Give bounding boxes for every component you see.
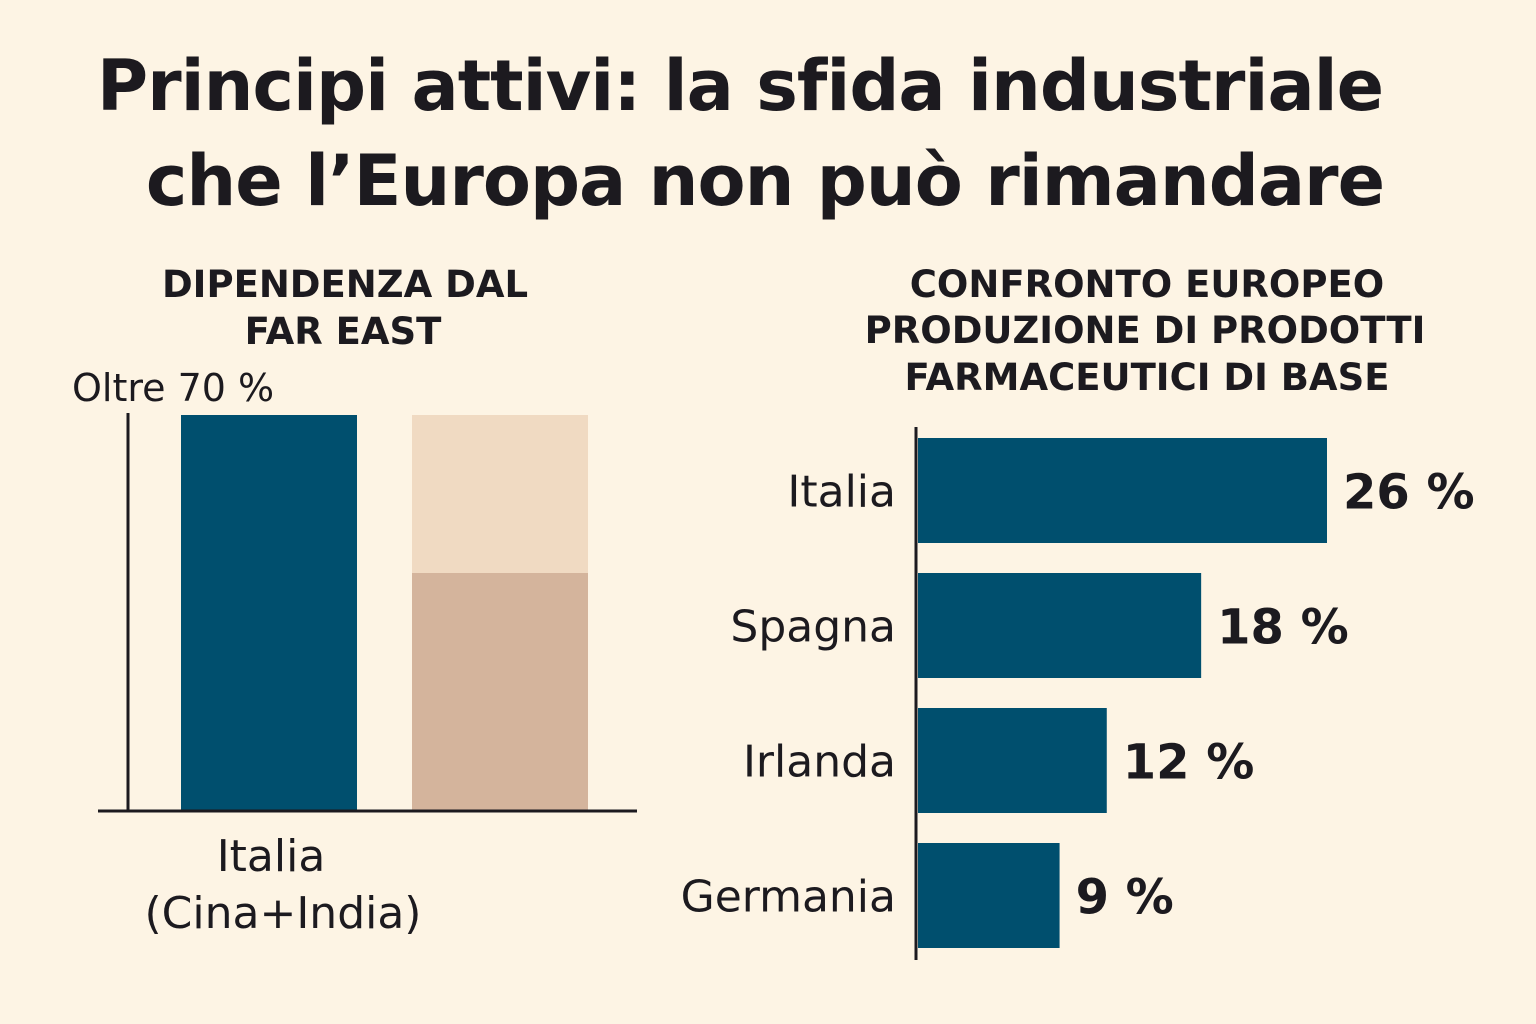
left-bar-1-base — [412, 573, 588, 810]
right-chart-title-3: FARMACEUTICI DI BASE — [904, 356, 1389, 399]
left-chart-title-2: FAR EAST — [245, 310, 443, 353]
category-label-italia: Italia — [787, 467, 896, 518]
title-line-1: Principi attivi: la sfida industriale — [97, 45, 1383, 127]
left-bar-1-top — [412, 415, 588, 573]
value-label-irlanda: 12 % — [1123, 735, 1255, 791]
title-line-2: che l’Europa non può rimandare — [146, 140, 1384, 222]
value-label-germania: 9 % — [1076, 870, 1174, 926]
bar-irlanda — [918, 708, 1107, 813]
right-chart-title-2: PRODUZIONE DI PRODOTTI — [865, 309, 1426, 352]
left-category-label-1: Italia — [217, 831, 326, 882]
category-label-irlanda: Irlanda — [743, 737, 896, 788]
value-label-italia: 26 % — [1343, 465, 1475, 521]
category-label-germania: Germania — [681, 872, 896, 923]
right-chart-title-1: CONFRONTO EUROPEO — [910, 263, 1384, 306]
left-value-label: Oltre 70 % — [72, 366, 274, 410]
bar-spagna — [918, 573, 1202, 678]
left-bar-0-base — [181, 415, 357, 810]
bar-italia — [918, 438, 1327, 543]
value-label-spagna: 18 % — [1217, 600, 1349, 656]
left-chart-title-1: DIPENDENZA DAL — [162, 263, 528, 306]
bar-germania — [918, 843, 1060, 948]
category-label-spagna: Spagna — [730, 602, 896, 653]
left-category-label-2: (Cina+India) — [145, 888, 422, 939]
